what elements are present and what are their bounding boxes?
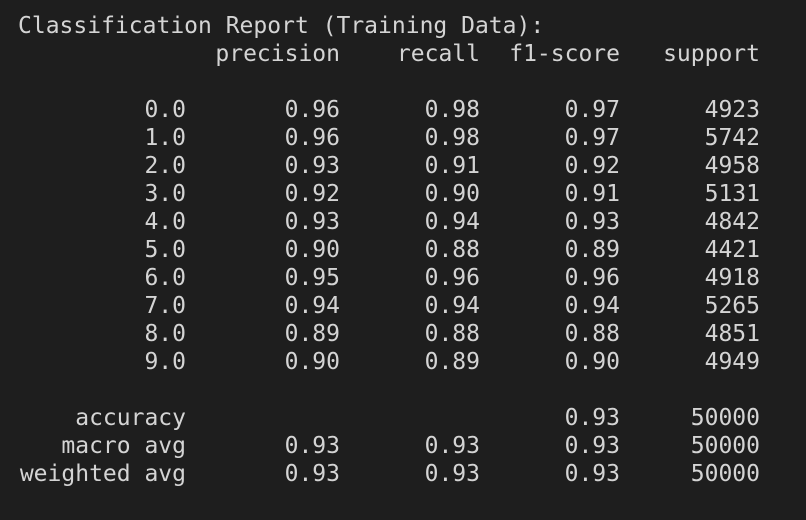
weighted-avg-recall: 0.93 [424,461,480,487]
row-8-class-label: 8.0 [144,321,186,347]
row-0-precision: 0.96 [284,97,340,123]
row-7-recall: 0.94 [424,293,480,319]
row-9-precision: 0.90 [284,349,340,375]
row-5-support: 4421 [704,237,760,263]
accuracy-label: accuracy [75,405,186,431]
row-8-recall: 0.88 [424,321,480,347]
row-3-f1-score: 0.91 [564,181,620,207]
macro-avg-support: 50000 [690,433,760,459]
header-recall: recall [396,41,480,67]
row-0-class-label: 0.0 [144,97,186,123]
row-1-class-label: 1.0 [144,125,186,151]
row-2-precision: 0.93 [284,153,340,179]
row-0-recall: 0.98 [424,97,480,123]
macro-avg-precision: 0.93 [284,433,340,459]
row-0-f1-score: 0.97 [564,97,620,123]
row-5-precision: 0.90 [284,237,340,263]
row-7-f1-score: 0.94 [564,293,620,319]
row-4-precision: 0.93 [284,209,340,235]
row-4-class-label: 4.0 [144,209,186,235]
header-support: support [663,41,760,67]
row-4-support: 4842 [704,209,760,235]
row-7-precision: 0.94 [284,293,340,319]
weighted-avg-precision: 0.93 [284,461,340,487]
row-6-recall: 0.96 [424,265,480,291]
row-9-class-label: 9.0 [144,349,186,375]
row-4-recall: 0.94 [424,209,480,235]
row-6-class-label: 6.0 [144,265,186,291]
macro-avg-recall: 0.93 [424,433,480,459]
row-9-recall: 0.89 [424,349,480,375]
macro-avg-label: macro avg [61,433,186,459]
row-8-f1-score: 0.88 [564,321,620,347]
row-7-support: 5265 [704,293,760,319]
row-1-recall: 0.98 [424,125,480,151]
row-1-precision: 0.96 [284,125,340,151]
row-5-recall: 0.88 [424,237,480,263]
row-1-support: 5742 [704,125,760,151]
row-3-support: 5131 [704,181,760,207]
accuracy-value: 0.93 [564,405,620,431]
row-3-class-label: 3.0 [144,181,186,207]
header-f1-score: f1-score [509,41,620,67]
row-0-support: 4923 [704,97,760,123]
row-8-precision: 0.89 [284,321,340,347]
row-2-class-label: 2.0 [144,153,186,179]
row-1-f1-score: 0.97 [564,125,620,151]
row-3-recall: 0.90 [424,181,480,207]
report-title: Classification Report (Training Data): [18,13,545,39]
macro-avg-f1-score: 0.93 [564,433,620,459]
row-5-class-label: 5.0 [144,237,186,263]
row-9-support: 4949 [704,349,760,375]
accuracy-support: 50000 [690,405,760,431]
row-5-f1-score: 0.89 [564,237,620,263]
row-4-f1-score: 0.93 [564,209,620,235]
weighted-avg-f1-score: 0.93 [564,461,620,487]
row-7-class-label: 7.0 [144,293,186,319]
row-6-support: 4918 [704,265,760,291]
header-precision: precision [215,41,340,67]
row-6-f1-score: 0.96 [564,265,620,291]
weighted-avg-label: weighted avg [19,461,186,487]
row-9-f1-score: 0.90 [564,349,620,375]
row-3-precision: 0.92 [284,181,340,207]
row-6-precision: 0.95 [284,265,340,291]
row-8-support: 4851 [704,321,760,347]
weighted-avg-support: 50000 [690,461,760,487]
row-2-f1-score: 0.92 [564,153,620,179]
row-2-support: 4958 [704,153,760,179]
row-2-recall: 0.91 [424,153,480,179]
